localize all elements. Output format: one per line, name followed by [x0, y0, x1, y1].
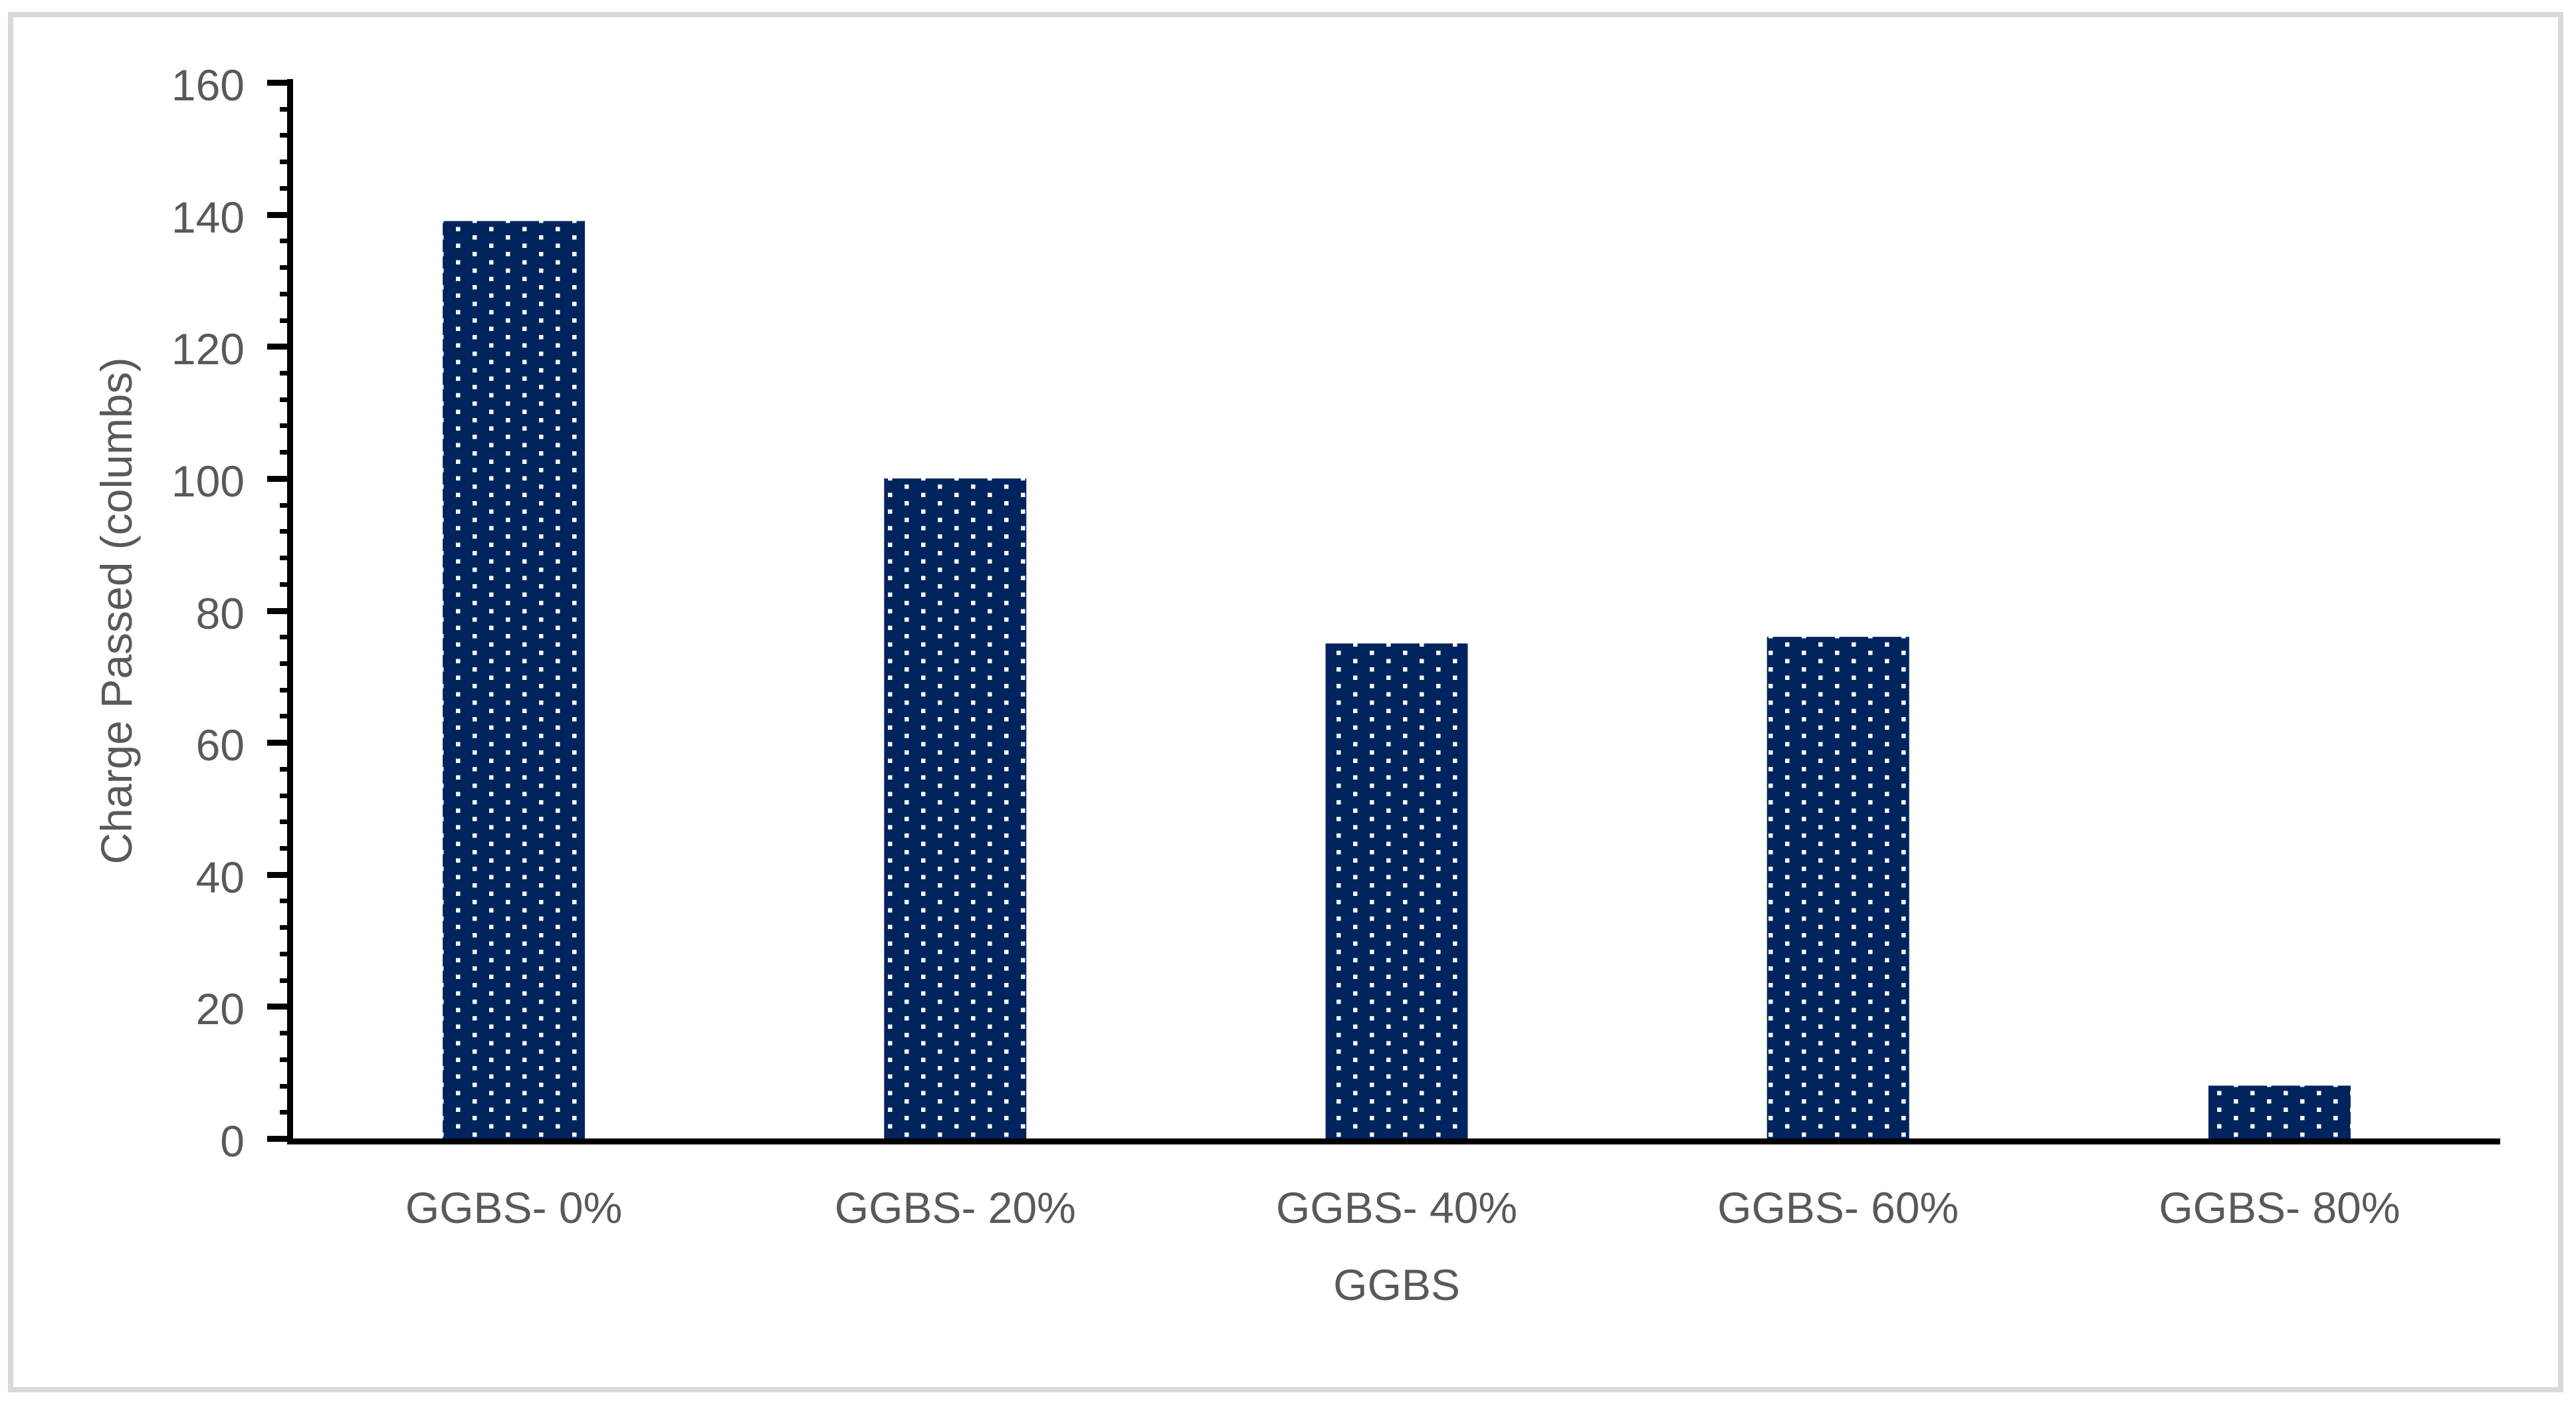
y-major-tick [267, 80, 293, 86]
y-minor-tick [280, 582, 293, 587]
y-major-tick [267, 211, 293, 218]
y-minor-tick [280, 160, 293, 165]
x-axis-title: GGBS [1333, 1260, 1460, 1309]
bar-GGBS- 40% [1325, 643, 1468, 1138]
y-minor-tick [280, 529, 293, 534]
y-major-tick [267, 344, 293, 350]
y-tick-label: 0 [220, 1117, 245, 1166]
y-minor-tick [280, 185, 293, 191]
y-minor-tick [280, 846, 293, 851]
y-minor-tick [280, 291, 293, 296]
y-minor-tick [280, 661, 293, 666]
y-minor-tick [280, 1110, 293, 1115]
y-minor-tick [280, 714, 293, 719]
y-minor-tick [280, 819, 293, 825]
y-minor-tick [280, 687, 293, 693]
y-minor-tick [280, 397, 293, 402]
y-minor-tick [280, 925, 293, 930]
bar-GGBS- 0% [443, 221, 586, 1139]
bar-GGBS- 60% [1767, 637, 1909, 1138]
y-minor-tick [280, 370, 293, 376]
x-category-label: GGBS- 60% [1717, 1183, 1959, 1232]
y-major-tick [267, 475, 293, 482]
y-minor-tick [280, 793, 293, 798]
x-axis-line [287, 1138, 2500, 1144]
y-tick-label: 20 [195, 984, 245, 1034]
y-minor-tick [280, 265, 293, 270]
x-category-label: GGBS- 20% [834, 1183, 1076, 1232]
y-minor-tick [280, 423, 293, 429]
y-minor-tick [280, 106, 293, 112]
y-minor-tick [280, 978, 293, 983]
x-category-label: GGBS- 0% [405, 1183, 623, 1232]
y-major-tick [267, 607, 293, 614]
y-minor-tick [280, 951, 293, 956]
y-minor-tick [280, 766, 293, 772]
bar-GGBS- 80% [2208, 1085, 2351, 1138]
y-tick-label: 60 [195, 720, 245, 770]
y-minor-tick [280, 318, 293, 323]
y-major-tick [267, 740, 293, 746]
y-major-tick [267, 1004, 293, 1010]
y-minor-tick [280, 1057, 293, 1062]
y-tick-label: 120 [171, 324, 245, 374]
y-minor-tick [280, 450, 293, 455]
y-major-tick [267, 1136, 293, 1142]
y-tick-label: 140 [171, 192, 245, 242]
y-minor-tick [280, 239, 293, 244]
y-axis-title: Charge Passed (columbs) [92, 357, 141, 864]
y-minor-tick [280, 1031, 293, 1036]
x-category-label: GGBS- 40% [1275, 1183, 1518, 1232]
y-major-tick [267, 871, 293, 878]
y-tick-label: 160 [171, 60, 245, 110]
y-minor-tick [280, 1083, 293, 1089]
y-minor-tick [280, 556, 293, 561]
y-tick-label: 100 [171, 456, 245, 506]
x-category-label: GGBS- 80% [2159, 1183, 2401, 1232]
bar-GGBS- 20% [884, 478, 1027, 1138]
chart-border-frame [8, 12, 2563, 1392]
y-tick-label: 80 [195, 588, 245, 638]
y-minor-tick [280, 502, 293, 508]
y-tick-label: 40 [195, 852, 245, 902]
y-minor-tick [280, 635, 293, 640]
y-minor-tick [280, 899, 293, 904]
y-minor-tick [280, 133, 293, 138]
